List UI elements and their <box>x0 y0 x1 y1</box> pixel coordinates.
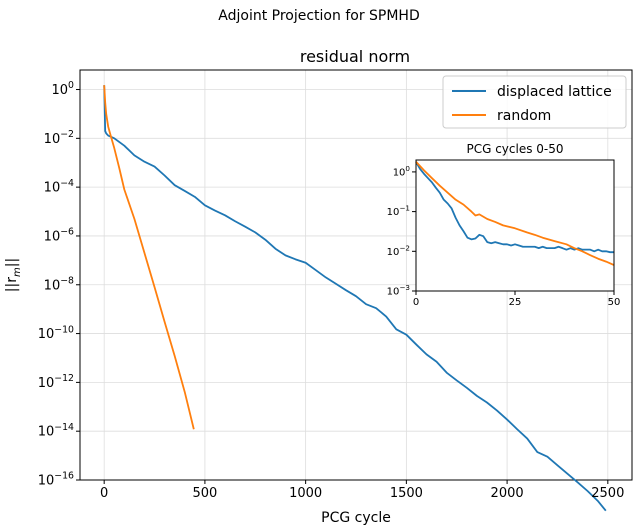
series-line-random <box>103 85 195 430</box>
x-tick-label: 2500 <box>591 486 624 501</box>
y-tick-label: 10−3 <box>387 283 410 298</box>
y-tick-label: 10−12 <box>38 373 74 391</box>
x-tick-label: 1000 <box>289 486 322 501</box>
x-tick-label: 500 <box>192 486 217 501</box>
main-y-axis: 100 10−2 10−4 10−6 10−8 10−10 10−12 10−14 10−16 <box>38 80 80 489</box>
y-tick-label: 10−4 <box>44 178 74 196</box>
legend-label-displaced: displaced lattice <box>497 84 612 100</box>
x-tick-label: 0 <box>413 297 419 308</box>
main-series-lines <box>103 85 607 512</box>
x-tick-label: 50 <box>608 297 621 308</box>
ylabel-text: ||r <box>4 277 20 292</box>
legend-label-random: random <box>497 108 551 124</box>
series-line-random <box>415 161 615 266</box>
y-tick-label: 10−6 <box>44 227 74 245</box>
main-x-axis-label: PCG cycle <box>321 510 391 526</box>
x-tick-label: 1500 <box>390 486 423 501</box>
y-tick-label: 10−2 <box>44 129 74 147</box>
inset-series-lines <box>415 161 615 266</box>
figure-suptitle: Adjoint Projection for SPMHD <box>218 8 419 24</box>
y-tick-label: 10−2 <box>387 243 410 258</box>
main-x-axis: 0 500 1000 1500 2000 2500 <box>100 480 624 501</box>
y-tick-label: 100 <box>393 164 411 179</box>
inset-y-axis: 100 10−1 10−2 10−3 <box>387 164 416 298</box>
legend: displaced lattice random <box>442 75 627 129</box>
series-line-displaced <box>103 85 607 512</box>
inset-x-axis: 0 25 50 <box>413 291 621 308</box>
y-tick-label: 10−8 <box>44 275 74 293</box>
series-line-displaced <box>415 161 614 254</box>
inset-title: PCG cycles 0-50 <box>466 142 563 156</box>
y-tick-label: 10−16 <box>38 471 74 489</box>
legend-box <box>442 75 627 129</box>
y-tick-label: 10−10 <box>38 324 74 342</box>
y-tick-label: 10−14 <box>38 422 74 440</box>
x-tick-label: 0 <box>100 486 108 501</box>
main-y-axis-label: ||rm|| <box>4 258 23 292</box>
inset-background <box>416 160 614 291</box>
main-chart-title: residual norm <box>300 47 410 66</box>
x-tick-label: 25 <box>509 297 522 308</box>
y-tick-label: 100 <box>52 80 75 98</box>
main-plot-frame <box>79 69 633 481</box>
y-tick-label: 10−1 <box>387 204 410 219</box>
inset-chart: PCG cycles 0-50 0 25 50 100 10−1 10−2 10−3 <box>387 142 621 308</box>
x-tick-label: 2000 <box>491 486 524 501</box>
